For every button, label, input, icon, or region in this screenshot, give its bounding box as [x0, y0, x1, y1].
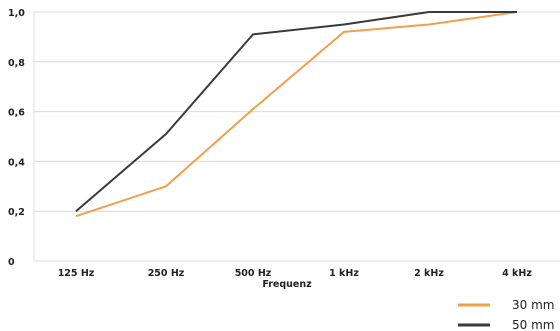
x-tick-label: 250 Hz — [148, 268, 185, 279]
x-axis-title: Frequenz — [262, 279, 312, 290]
series-line-1 — [75, 11, 518, 218]
x-tick-label: 125 Hz — [58, 268, 95, 279]
legend-label: 30 mm — [512, 298, 554, 312]
x-axis-ticks: 125 Hz 250 Hz 500 Hz 1 kHz 2 kHz 4 kHz — [58, 268, 533, 279]
series-line-2 — [75, 11, 517, 212]
y-tick-label: 0,8 — [8, 58, 25, 69]
y-tick-label: 0,2 — [8, 207, 25, 218]
series-lines — [75, 11, 518, 218]
x-tick-label: 4 kHz — [502, 268, 532, 279]
y-tick-label: 0,6 — [8, 108, 25, 119]
y-tick-label: 0,4 — [8, 157, 25, 168]
y-tick-label: 1,0 — [8, 8, 25, 19]
gridlines — [33, 11, 560, 262]
x-tick-label: 500 Hz — [235, 268, 272, 279]
x-tick-label: 2 kHz — [414, 268, 444, 279]
x-tick-label: 1 kHz — [329, 268, 359, 279]
legend-label: 50 mm — [512, 318, 554, 331]
y-axis-ticks: 0 0,2 0,4 0,6 0,8 1,0 — [8, 8, 25, 268]
legend: 30 mm 50 mm — [458, 298, 554, 331]
y-tick-label: 0 — [8, 257, 15, 268]
